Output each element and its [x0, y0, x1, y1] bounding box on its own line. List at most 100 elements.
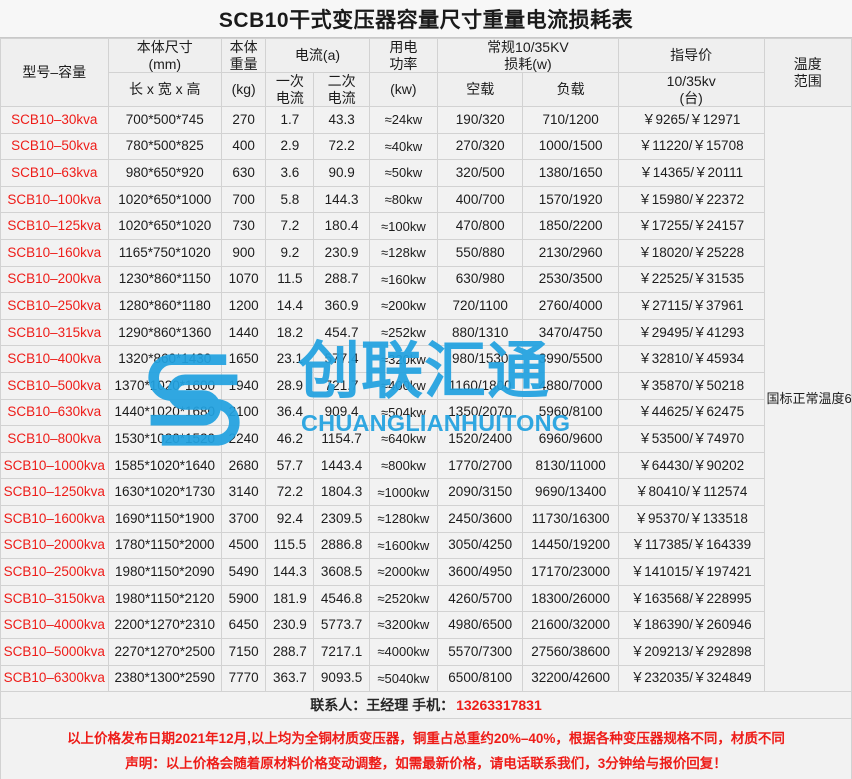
cell-weight: 730	[221, 212, 267, 241]
cell-secondary-current: 2309.5	[313, 504, 370, 533]
cell-power: ≈160kw	[368, 265, 439, 294]
th-weight-label-1: 本体	[229, 39, 258, 55]
cell-weight: 6450	[221, 611, 267, 639]
cell-no-load-loss: 1520/2400	[437, 425, 524, 453]
cell-dimensions: 1320*860*1430	[107, 345, 223, 373]
cell-model: SCB10–250kva	[0, 292, 109, 320]
cell-primary-current: 363.7	[265, 664, 315, 693]
cell-secondary-current: 2886.8	[313, 531, 370, 560]
cell-dimensions: 1020*650*1020	[107, 212, 223, 241]
cell-primary-current: 9.2	[265, 239, 315, 267]
cell-weight: 1940	[221, 372, 267, 400]
cell-power: ≈3200kw	[368, 611, 439, 639]
cell-model: SCB10–50kva	[0, 132, 109, 161]
cell-primary-current: 230.9	[265, 611, 315, 639]
cell-secondary-current: 43.3	[313, 106, 370, 134]
th-secondary-current-2: 电流	[327, 89, 356, 106]
cell-dimensions: 1630*1020*1730	[107, 478, 223, 506]
table-row: SCB10–100kva 1020*650*1000 700 5.8 144.3 ≈80k…	[0, 185, 852, 214]
cell-load-loss: 8130/11000	[522, 451, 619, 480]
cell-primary-current: 2.9	[265, 132, 315, 161]
cell-no-load-loss: 880/1310	[437, 318, 524, 347]
th-weight-group: 本体 重量	[221, 37, 267, 74]
note-line-1: 以上价格发布日期2021年12月,以上均为全铜材质变压器，铜重占总重约20%–4…	[67, 731, 785, 747]
table-row: SCB10–125kva 1020*650*1020 730 7.2 180.4 ≈100…	[0, 212, 852, 241]
cell-power: ≈80kw	[368, 185, 439, 214]
cell-power: ≈1280kw	[368, 504, 439, 533]
th-temperature-label-2: 范围	[793, 72, 822, 89]
cell-no-load-loss: 2450/3600	[437, 504, 524, 533]
cell-no-load-loss: 400/700	[437, 185, 524, 214]
cell-dimensions: 1780*1150*2000	[107, 531, 223, 560]
cell-primary-current: 23.1	[265, 345, 315, 373]
cell-power: ≈1600kw	[368, 531, 439, 560]
cell-price: ￥232035/￥324849	[617, 664, 765, 693]
cell-load-loss: 1380/1650	[522, 159, 619, 187]
cell-primary-current: 18.2	[265, 318, 315, 347]
cell-model: SCB10–315kva	[0, 318, 109, 347]
th-power-sub: (kw)	[368, 72, 439, 108]
cell-load-loss: 6960/9600	[522, 425, 619, 453]
cell-model: SCB10–400kva	[0, 345, 109, 373]
th-loss-group: 常规10/35KV 损耗(w)	[437, 37, 619, 74]
cell-power: ≈504kw	[368, 398, 439, 427]
cell-primary-current: 36.4	[265, 398, 315, 427]
cell-power: ≈40kw	[368, 132, 439, 161]
cell-no-load-loss: 980/1530	[437, 345, 524, 373]
cell-no-load-loss: 550/880	[437, 239, 524, 267]
cell-weight: 270	[221, 106, 267, 134]
th-loss-label-2: 损耗(w)	[504, 55, 552, 72]
cell-power: ≈800kw	[368, 451, 439, 480]
cell-model: SCB10–1250kva	[0, 478, 109, 506]
table-row: SCB10–800kva 1530*1020*1520 2240 46.2 1154.7…	[0, 425, 852, 453]
th-temperature-label-1: 温度	[793, 56, 822, 73]
header-row-sub: 长 x 宽 x 高 (kg) 一次 电流 二次 电流 (kw) 空载 负载 10…	[1, 72, 852, 108]
table-row: SCB10–250kva 1280*860*1180 1200 14.4 360.9 ≈2…	[0, 292, 852, 320]
cell-load-loss: 2130/2960	[522, 239, 619, 267]
cell-dimensions: 1230*860*1150	[107, 265, 223, 294]
cell-power: ≈400kw	[368, 372, 439, 400]
cell-secondary-current: 90.9	[313, 159, 370, 187]
cell-price: ￥14365/￥20111	[617, 159, 765, 187]
cell-load-loss: 4880/7000	[522, 372, 619, 400]
contact-label: 联系人：王经理 手机：	[310, 697, 455, 714]
cell-power: ≈50kw	[368, 159, 439, 187]
cell-price: ￥15980/￥22372	[617, 185, 765, 214]
th-price-sub-2: (台)	[679, 89, 703, 106]
cell-primary-current: 72.2	[265, 478, 315, 506]
th-loss-label-1: 常规10/35KV	[487, 39, 569, 55]
cell-secondary-current: 4546.8	[313, 584, 370, 613]
cell-weight: 7150	[221, 637, 267, 666]
cell-primary-current: 46.2	[265, 425, 315, 453]
cell-no-load-loss: 4260/5700	[437, 584, 524, 613]
cell-price: ￥186390/￥260946	[617, 611, 765, 639]
cell-secondary-current: 909.4	[313, 398, 370, 427]
cell-dimensions: 1020*650*1000	[107, 185, 223, 214]
cell-no-load-loss: 1770/2700	[437, 451, 524, 480]
cell-primary-current: 3.6	[265, 159, 315, 187]
cell-secondary-current: 721.7	[313, 372, 370, 400]
table-row: SCB10–160kva 1165*750*1020 900 9.2 230.9 ≈128…	[0, 239, 852, 267]
cell-price: ￥141015/￥197421	[617, 558, 765, 586]
cell-price: ￥17255/￥24157	[617, 212, 765, 241]
cell-secondary-current: 7217.1	[313, 637, 370, 666]
cell-weight: 900	[221, 239, 267, 267]
th-loss-load: 负载	[522, 72, 619, 108]
th-secondary-current: 二次 电流	[313, 72, 370, 108]
table-row: SCB10–500kva 1370*1020*1600 1940 28.9 721.7 ≈…	[0, 372, 852, 400]
cell-load-loss: 2760/4000	[522, 292, 619, 320]
cell-dimensions: 2200*1270*2310	[107, 611, 223, 639]
cell-secondary-current: 5773.7	[313, 611, 370, 639]
table-row: SCB10–1250kva 1630*1020*1730 3140 72.2 1804.…	[0, 478, 852, 506]
cell-primary-current: 144.3	[265, 558, 315, 586]
cell-model: SCB10–6300kva	[0, 664, 109, 693]
contact-phone[interactable]: 13263317831	[456, 697, 542, 714]
cell-weight: 2100	[221, 398, 267, 427]
cell-primary-current: 7.2	[265, 212, 315, 241]
contact-row: 联系人：王经理 手机： 13263317831	[0, 692, 852, 720]
cell-load-loss: 3990/5500	[522, 345, 619, 373]
cell-model: SCB10–200kva	[0, 265, 109, 294]
cell-load-loss: 1000/1500	[522, 132, 619, 161]
cell-weight: 7770	[221, 664, 267, 693]
